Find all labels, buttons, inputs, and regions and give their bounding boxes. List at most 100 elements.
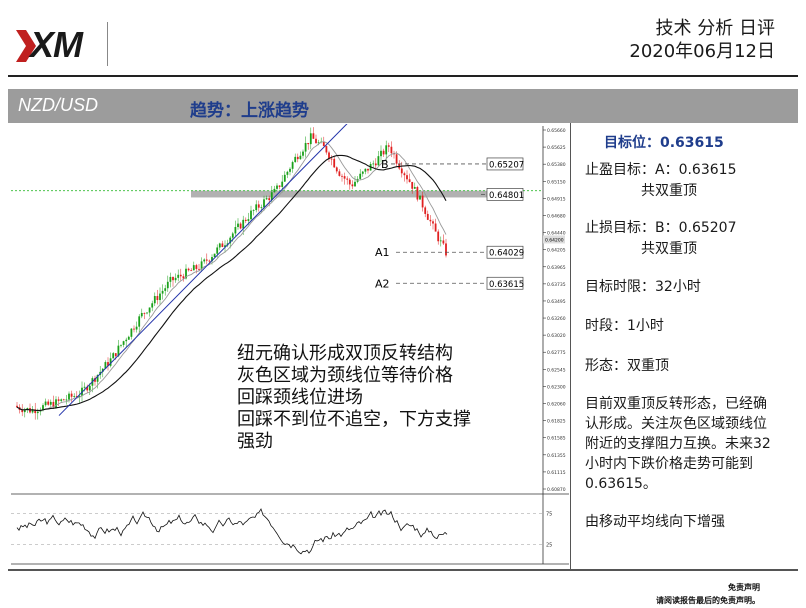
oscillator-line <box>16 508 448 555</box>
candle <box>146 312 148 314</box>
timeframe: 时段：1小时 <box>585 318 664 334</box>
candle <box>387 145 390 147</box>
price-tick-label: 0.63735 <box>547 282 566 288</box>
level-label: B <box>381 158 389 171</box>
candle <box>185 268 187 279</box>
candle <box>437 231 440 242</box>
report-date: 2020年06月12日 <box>629 41 775 62</box>
candle <box>296 156 299 160</box>
candle <box>432 221 434 224</box>
candle <box>65 399 68 401</box>
candle <box>242 219 245 229</box>
candle <box>270 192 273 201</box>
candle <box>101 368 104 372</box>
xm-logo <box>16 30 36 62</box>
candle <box>237 223 239 228</box>
candle <box>34 409 37 414</box>
logo-divider <box>107 22 108 66</box>
candle <box>317 142 320 144</box>
candle <box>315 138 317 144</box>
candle <box>36 411 39 414</box>
candle <box>83 386 86 388</box>
price-tick-label: 0.65380 <box>547 162 566 168</box>
description-line: 附近的支撑阻力互换。未来32 <box>585 436 771 452</box>
level-box <box>486 245 524 259</box>
trend-label: 趋势：上涨趋势 <box>190 101 309 121</box>
trend-line <box>58 124 348 416</box>
candle <box>413 187 416 189</box>
candle <box>346 178 349 180</box>
candle <box>187 268 190 271</box>
candle <box>257 204 260 208</box>
price-tick-label: 0.63020 <box>547 333 566 339</box>
candle <box>21 410 24 413</box>
candle <box>273 188 276 193</box>
report-title: 技术 分析 日评 <box>655 18 775 39</box>
candle <box>434 223 437 232</box>
candle <box>390 146 393 154</box>
candle <box>304 142 307 152</box>
take-profit-label: 止盈目标：A：0.63615 <box>585 162 737 178</box>
candle <box>229 237 232 244</box>
candle <box>359 173 362 179</box>
candle <box>140 312 143 317</box>
description-line: 认形成。关注灰色区域颈线位 <box>585 416 767 432</box>
candle <box>348 179 351 185</box>
candle <box>31 409 34 413</box>
candle <box>307 142 310 145</box>
candle <box>338 171 341 176</box>
candle <box>68 393 70 400</box>
annotation-line: 纽元确认形成双顶反转结构 <box>237 343 453 364</box>
level-box <box>486 276 524 290</box>
level-label: A1 <box>375 246 390 259</box>
candle <box>330 158 333 160</box>
candle <box>153 296 156 304</box>
level-value: 0.63615 <box>489 280 524 290</box>
candle <box>179 274 182 277</box>
candle <box>133 328 135 330</box>
candle <box>400 168 403 174</box>
candle <box>107 362 109 366</box>
time-limit: 目标时限：32小时 <box>585 279 701 295</box>
candle <box>104 362 107 369</box>
candle <box>395 154 398 164</box>
candle <box>294 156 297 163</box>
candle <box>354 181 356 187</box>
candle <box>341 175 343 177</box>
candle <box>291 162 294 169</box>
price-tick-label: 0.64205 <box>547 248 566 254</box>
candle <box>16 405 18 408</box>
candle <box>127 336 130 340</box>
currency-pair: NZD/USD <box>18 95 98 115</box>
candle <box>195 265 198 269</box>
candle <box>411 181 414 189</box>
candle <box>263 199 265 208</box>
level-value: 0.64029 <box>489 249 524 259</box>
candle <box>408 179 411 182</box>
candle <box>96 374 99 382</box>
candle <box>416 187 419 200</box>
level-box <box>486 188 524 201</box>
candle <box>333 158 336 168</box>
candle <box>361 171 364 174</box>
candle <box>78 395 81 398</box>
price-chart: 0.65660 0.65625 0.65380 0.65150 0.64915 0.646… <box>11 124 569 566</box>
candle <box>445 243 447 256</box>
chart-annotation: 纽元确认形成双顶反转结构 灰色区域为颈线位等待价格 回踩颈线位进场 回踩不到位不… <box>237 343 537 453</box>
candle <box>88 385 91 391</box>
price-tick-label: 0.63495 <box>547 299 566 305</box>
footer-rule <box>8 569 798 571</box>
candle <box>328 152 330 159</box>
candle <box>325 146 328 153</box>
annotation-line: 灰色区域为颈线位等待价格 <box>237 365 453 386</box>
candle <box>367 168 369 171</box>
candle <box>143 312 146 314</box>
osc-tick-label: 75 <box>546 512 552 518</box>
candle <box>382 150 385 155</box>
ma-slow-line <box>16 154 447 411</box>
candle <box>372 163 375 165</box>
candle <box>213 253 216 258</box>
level-value: 0.64801 <box>489 191 524 201</box>
price-tick-label: 0.62300 <box>547 384 566 390</box>
price-tick-label: 0.62060 <box>547 402 566 408</box>
